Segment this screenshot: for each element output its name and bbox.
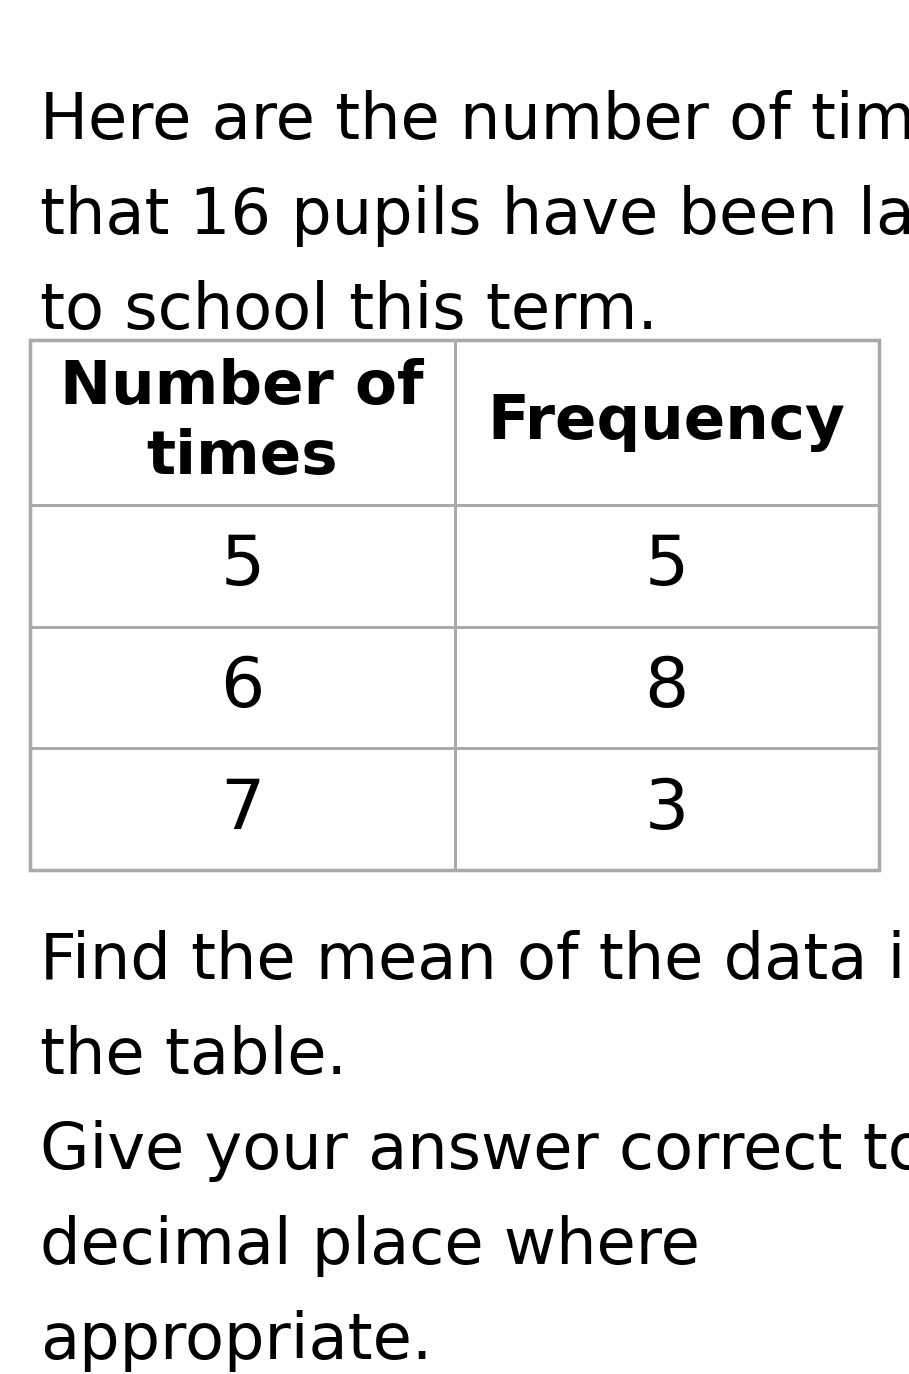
Bar (454, 627, 879, 749)
Text: Give your answer correct to 1: Give your answer correct to 1 (40, 1120, 909, 1182)
Bar (454, 749, 879, 870)
Bar (30, 339, 879, 870)
Bar (30, 506, 454, 627)
Bar (454, 339, 879, 506)
Bar (30, 749, 454, 870)
Text: to school this term.: to school this term. (40, 280, 658, 342)
Text: Number of
times: Number of times (61, 357, 424, 488)
Text: 5: 5 (644, 532, 689, 599)
Bar (30, 339, 454, 506)
Text: 6: 6 (220, 654, 265, 721)
Text: appropriate.: appropriate. (40, 1309, 433, 1373)
Text: that 16 pupils have been late: that 16 pupils have been late (40, 185, 909, 247)
Text: Find the mean of the data in: Find the mean of the data in (40, 930, 909, 992)
Text: decimal place where: decimal place where (40, 1215, 700, 1276)
Text: 5: 5 (220, 532, 265, 599)
Text: 8: 8 (644, 654, 689, 721)
Text: the table.: the table. (40, 1025, 347, 1087)
Text: 3: 3 (644, 776, 689, 842)
Bar (30, 627, 454, 749)
Text: Frequency: Frequency (488, 393, 845, 452)
Text: 7: 7 (220, 776, 265, 842)
Text: Here are the number of times: Here are the number of times (40, 91, 909, 153)
Bar (454, 506, 879, 627)
